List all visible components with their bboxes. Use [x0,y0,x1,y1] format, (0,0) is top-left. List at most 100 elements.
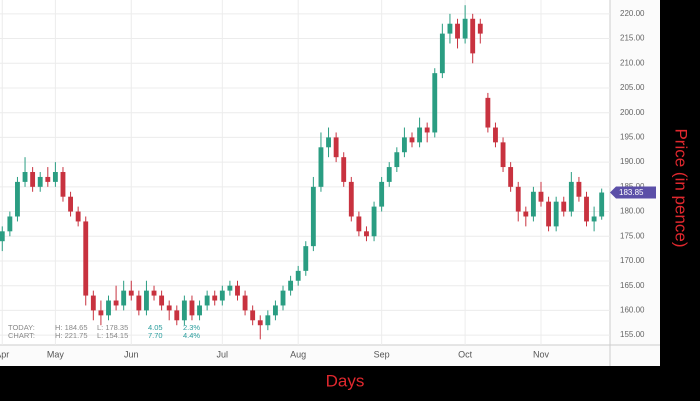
candle-body [379,181,385,207]
summary-text: 4.4% [183,331,200,340]
candle-body [348,181,354,217]
candle-body [371,206,377,237]
candle-body [136,295,142,311]
summary-text: L: 154.15 [97,331,128,340]
summary-text: CHART: [8,331,35,340]
summary-text: H: 184.65 [55,323,88,332]
candle-body [310,186,316,247]
candle-body [401,137,407,153]
candle-body [530,191,536,217]
candle-body [576,181,582,197]
candle-body [68,196,73,212]
candle-body [447,23,453,34]
candle-body [197,305,202,316]
candle-body [584,196,589,222]
summary-text: TODAY: [8,323,35,332]
summary-text: L: 178.35 [97,323,128,332]
candle-body [485,97,491,128]
candle-body [166,305,172,311]
y-tick-label: 165.00 [620,281,645,290]
candle-body [75,211,81,222]
candle-body [553,201,559,227]
candle-body [113,300,119,306]
candle-body [235,285,240,296]
y-tick-label: 180.00 [620,207,645,216]
candle-body [470,18,476,54]
candle-body [98,310,104,316]
candle-body [409,137,415,143]
candle-body [523,211,529,217]
candle-body [174,310,180,321]
candle-body [52,172,58,182]
summary-text: 2.3% [183,323,200,332]
price-tag [610,186,656,199]
candle-body [568,181,574,212]
y-tick-label: 220.00 [620,9,645,18]
candle-body [45,176,51,182]
candle-body [493,127,498,143]
candle-body [30,172,36,187]
x-tick-label: Oct [458,349,473,359]
candle-body [37,176,43,187]
x-axis-label: Days [326,371,365,390]
candle-body [356,216,362,232]
candle-body [599,192,605,217]
candle-body [515,186,521,212]
candle-body [333,137,339,158]
candle-body [15,181,20,217]
x-tick-label: May [47,349,65,359]
candle-body [424,127,430,133]
candle-body [280,290,286,306]
candle-body [83,221,89,296]
candle-body [288,280,294,291]
candle-body [106,300,111,316]
candle-body [0,231,5,242]
y-tick-label: 155.00 [620,330,645,339]
y-tick-label: 170.00 [620,256,645,265]
y-tick-label: 175.00 [620,231,645,240]
plot-area [0,0,610,345]
candle-body [250,310,256,321]
candle-body [386,167,392,182]
candle-body [212,295,218,301]
candle-body [272,305,278,316]
candle-body [303,246,309,271]
candle-body [159,295,165,306]
candle-body [561,201,567,212]
y-axis-label: Price (in pence) [672,128,691,247]
summary-text: 4.05 [148,323,163,332]
candle-body [500,142,506,168]
candle-body [144,290,149,311]
candle-body [22,172,28,182]
candle-body [508,167,514,187]
candle-body [204,295,210,306]
candle-body [432,73,438,133]
summary-text: H: 221.75 [55,331,88,340]
x-tick-label: Sep [374,349,390,359]
candle-body [265,315,271,326]
candle-body [477,23,483,34]
y-tick-label: 160.00 [620,306,645,315]
candle-body [242,295,248,311]
candle-body [90,295,96,311]
candle-body [257,320,263,326]
candle-body [295,270,301,281]
x-tick-label: Jul [217,349,229,359]
candle-body [591,216,597,222]
x-tick-label: Aug [290,349,306,359]
candle-body [318,147,324,187]
candle-body [546,201,552,227]
candle-body [7,216,13,232]
x-tick-label: Nov [533,349,550,359]
candle-body [189,300,195,316]
y-tick-label: 185.00 [620,182,645,191]
candle-body [455,23,460,39]
candle-body [60,172,66,197]
y-tick-label: 215.00 [620,34,645,43]
candle-body [341,157,347,182]
y-tick-label: 190.00 [620,157,645,166]
summary-text: 7.70 [148,331,163,340]
y-tick-label: 195.00 [620,133,645,142]
y-tick-label: 205.00 [620,83,645,92]
